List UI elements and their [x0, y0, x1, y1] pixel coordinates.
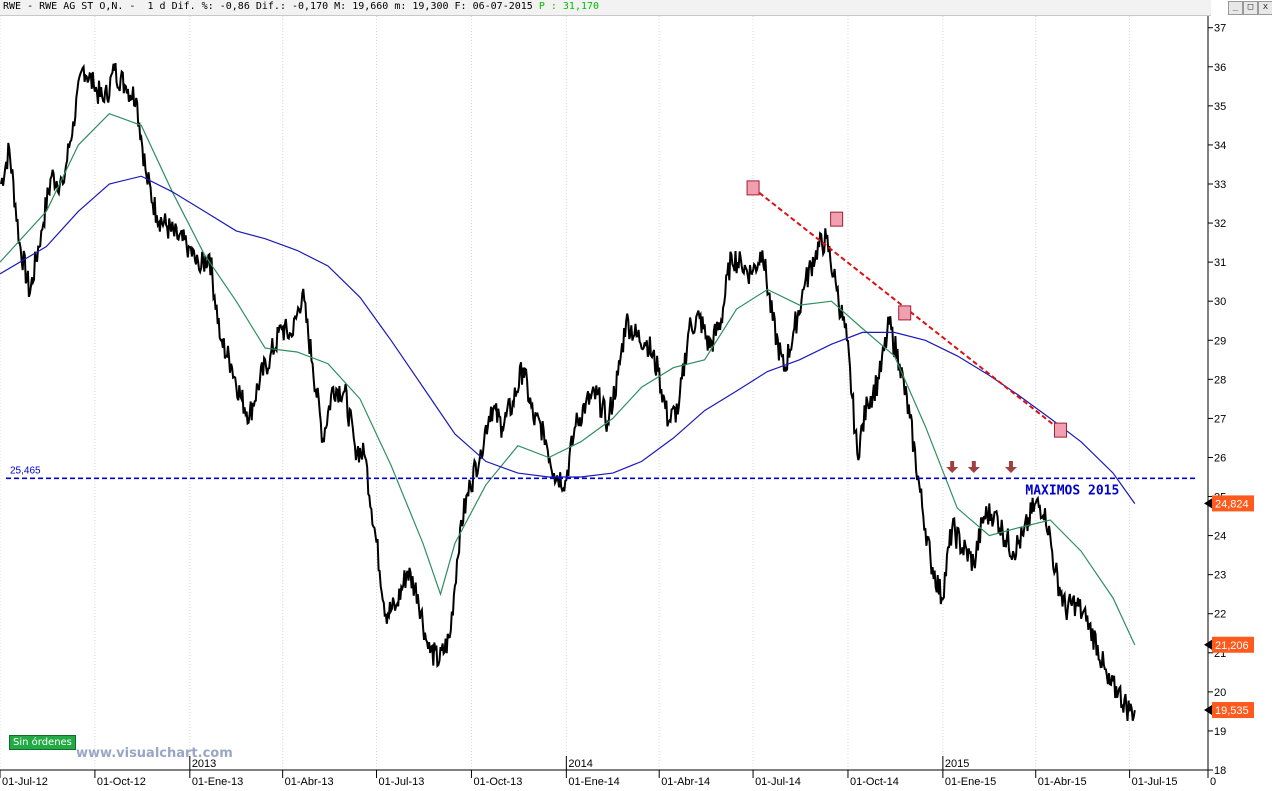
y-tick-label-24: 24	[1214, 531, 1226, 543]
y-tick-label-28: 28	[1214, 374, 1226, 386]
x-tick-label-7: 01-Abr-14	[661, 776, 710, 788]
price-tag-label-1: 21,206	[1215, 640, 1249, 652]
down-arrow-marker-2	[1004, 460, 1017, 473]
resistance-annotation: MAXIMOS 2015	[1025, 483, 1119, 498]
y-tick-label-22: 22	[1214, 609, 1226, 621]
price-tag-2	[1212, 702, 1254, 719]
close-button[interactable]: x	[1258, 1, 1272, 15]
y-tick-label-34: 34	[1214, 140, 1226, 152]
peak-marker-1	[830, 211, 844, 227]
peak-marker-0	[746, 180, 760, 196]
down-arrow-marker-1	[967, 460, 980, 473]
x-tick-label-2: 01-Ene-13	[192, 776, 243, 788]
price-tag-1	[1212, 636, 1254, 653]
x-tick-label-11: 01-Abr-15	[1038, 776, 1087, 788]
last-price-text: P : 31,170	[538, 1, 600, 12]
y-tick-label-23: 23	[1214, 570, 1226, 582]
year-label-1: 2014	[568, 758, 592, 770]
price-line	[0, 62, 1136, 721]
x-tick-label-8: 01-Jul-14	[755, 776, 801, 788]
x-tick-label-6: 01-Ene-14	[568, 776, 619, 788]
price-tag-0	[1212, 495, 1254, 512]
y-tick-label-29: 29	[1214, 335, 1226, 347]
peak-marker-2	[898, 305, 912, 321]
y-tick-label-18: 18	[1214, 765, 1226, 777]
y-tick-label-19: 19	[1214, 726, 1226, 738]
y-tick-label-26: 26	[1214, 452, 1226, 464]
x-tick-label-9: 01-Oct-14	[850, 776, 899, 788]
price-tag-pointer-1	[1204, 639, 1212, 650]
y-tick-label-36: 36	[1214, 62, 1226, 74]
watermark: www.visualchart.com	[76, 746, 233, 761]
y-tick-label-33: 33	[1214, 179, 1226, 191]
down-arrow-marker-0	[946, 460, 959, 473]
x-tick-label-13: 0	[1210, 776, 1216, 788]
y-tick-label-37: 37	[1214, 23, 1226, 35]
instrument-info: RWE - RWE AG ST O,N. - 1 d Dif. %: -0,86…	[3, 1, 539, 12]
x-tick-label-1: 01-Oct-12	[97, 776, 146, 788]
year-label-2: 2015	[945, 758, 969, 770]
price-tag-pointer-0	[1204, 498, 1212, 509]
y-tick-label-27: 27	[1214, 413, 1226, 425]
moving-average-slow	[0, 175, 1136, 504]
x-tick-label-5: 01-Oct-13	[473, 776, 522, 788]
maximize-button[interactable]: □	[1243, 1, 1258, 15]
y-tick-label-31: 31	[1214, 257, 1226, 269]
x-tick-label-0: 01-Jul-12	[2, 776, 48, 788]
moving-average-fast	[0, 113, 1136, 646]
year-label-0: 2013	[192, 758, 216, 770]
x-tick-label-4: 01-Jul-13	[379, 776, 425, 788]
x-tick-label-10: 01-Ene-15	[945, 776, 996, 788]
minimize-button[interactable]: _	[1228, 1, 1243, 15]
price-tag-pointer-2	[1204, 705, 1212, 716]
y-tick-label-32: 32	[1214, 218, 1226, 230]
price-tag-label-2: 19,535	[1215, 705, 1249, 717]
chart-header: RWE - RWE AG ST O,N. - 1 d Dif. %: -0,86…	[0, 0, 1211, 16]
resistance-label: 25,465	[10, 465, 41, 476]
y-tick-label-20: 20	[1214, 687, 1226, 699]
y-tick-label-35: 35	[1214, 101, 1226, 113]
x-tick-label-12: 01-Jul-15	[1132, 776, 1178, 788]
status-badge[interactable]: Sin órdenes	[9, 735, 76, 750]
peak-marker-3	[1053, 422, 1067, 438]
price-tag-label-0: 24,824	[1215, 498, 1249, 510]
y-tick-label-30: 30	[1214, 296, 1226, 308]
x-tick-label-3: 01-Abr-13	[285, 776, 334, 788]
